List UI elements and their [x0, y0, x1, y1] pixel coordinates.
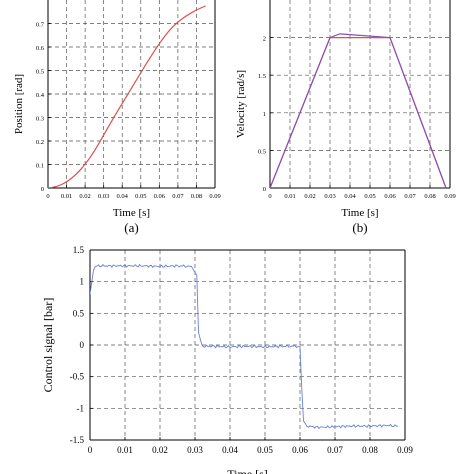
y-tick-label: 1 — [80, 277, 85, 287]
y-tick-label: 0.6 — [36, 45, 45, 52]
y-tick-label: -0.5 — [70, 372, 85, 382]
y-tick-label: 0.1 — [36, 163, 44, 170]
panel-b-velocity-chart: 0 0.01 0.02 0.03 0.04 0.05 0.06 0.07 0.08 0.09 0 0.… — [235, 0, 456, 235]
series-line-2 — [270, 33, 447, 188]
y-axis-label: Position [rad] — [13, 74, 25, 134]
y-tick-label: 0.2 — [36, 139, 44, 146]
y-tick-label: 2 — [263, 36, 266, 43]
x-axis-label: Time [s] — [341, 207, 378, 219]
y-axis-label: Control signal [bar] — [41, 298, 55, 393]
x-tick-label: 0.08 — [362, 445, 378, 455]
x-tick-label: 0.07 — [172, 193, 184, 200]
x-tick-label: 0.03 — [187, 445, 203, 455]
x-tick-label: 0.09 — [209, 193, 220, 200]
x-tick-label: 0.08 — [424, 193, 435, 200]
x-tick-label: 0.04 — [344, 193, 356, 200]
y-tick-label: 0.5 — [73, 308, 85, 318]
x-tick-label: 0.06 — [154, 193, 166, 200]
x-tick-label: 0.03 — [324, 193, 335, 200]
y-tick-label: 0 — [41, 186, 44, 193]
x-tick-label: 0 — [46, 193, 49, 200]
x-tick-label: 0.07 — [327, 445, 343, 455]
y-tick-label: -1.5 — [70, 435, 85, 445]
x-tick-label: 0.02 — [79, 193, 90, 200]
x-tick-label: 0.06 — [384, 193, 396, 200]
y-tick-label: 0.5 — [36, 69, 44, 76]
x-tick-label: 0.02 — [304, 193, 315, 200]
x-tick-label: 0.04 — [117, 193, 129, 200]
x-tick-label: 0.05 — [257, 445, 273, 455]
x-tick-label: 0.03 — [98, 193, 109, 200]
x-tick-label: 0.09 — [444, 193, 455, 200]
y-tick-label: 1.5 — [258, 73, 266, 80]
y-axis-label: Velocity [rad/s] — [235, 70, 247, 138]
x-tick-label: 0.07 — [404, 193, 416, 200]
y-tick-label: 0 — [263, 186, 266, 193]
x-tick-label: 0.09 — [397, 445, 413, 455]
y-tick-label: -1 — [77, 403, 85, 413]
x-tick-label: 0.08 — [191, 193, 202, 200]
plot-area — [270, 0, 450, 188]
y-tick-label: 0.7 — [36, 22, 45, 29]
y-tick-label: 0.4 — [36, 92, 45, 99]
series-line-1 — [90, 263, 399, 430]
y-tick-label: 1.5 — [73, 245, 85, 255]
x-tick-label: 0.05 — [364, 193, 375, 200]
y-tick-label: 0.3 — [36, 116, 44, 123]
panel-caption: (a) — [124, 220, 138, 235]
x-tick-label: 0 — [268, 193, 271, 200]
panel-c-control-signal-chart: 0 0.01 0.02 0.03 0.04 0.05 0.06 0.07 0.08 0.09 -1.… — [41, 245, 413, 474]
x-tick-label: 0.01 — [117, 445, 133, 455]
x-axis-label: Time [s] — [227, 467, 268, 474]
x-tick-label: 0.01 — [284, 193, 295, 200]
x-tick-label: 0 — [88, 445, 93, 455]
series-line-1 — [48, 5, 206, 188]
y-tick-label: 0.5 — [258, 148, 266, 155]
x-tick-label: 0.01 — [61, 193, 72, 200]
panel-a-position-chart: 0 0.01 0.02 0.03 0.04 0.05 0.06 0.07 0.08 0.09 0 0.… — [13, 0, 221, 235]
x-tick-label: 0.04 — [222, 445, 238, 455]
plot-area — [48, 0, 215, 188]
panel-caption: (b) — [352, 220, 367, 235]
y-tick-label: 1 — [263, 111, 266, 118]
x-axis-label: Time [s] — [113, 207, 150, 219]
x-tick-label: 0.06 — [292, 445, 308, 455]
y-tick-label: 0 — [80, 340, 85, 350]
x-tick-label: 0.02 — [152, 445, 168, 455]
x-tick-label: 0.05 — [135, 193, 146, 200]
